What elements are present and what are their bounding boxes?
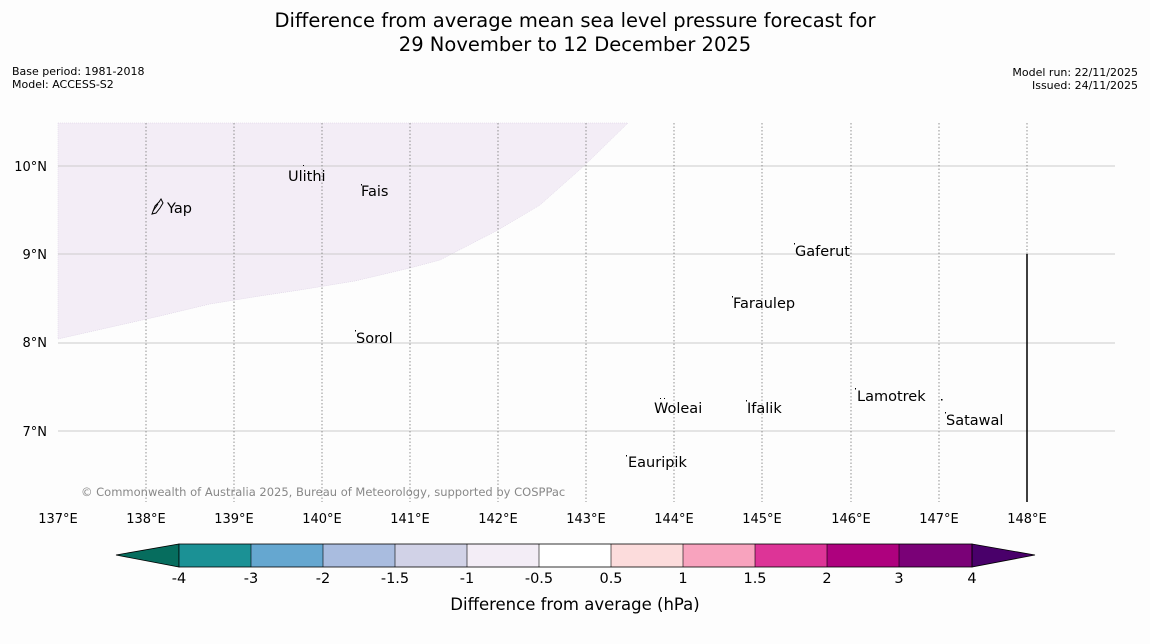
place-label-fais: Fais bbox=[361, 184, 388, 200]
island-dots bbox=[303, 165, 946, 457]
yap-island-shape bbox=[151, 198, 164, 215]
lat-label-8n: 8°N bbox=[23, 336, 48, 351]
colorbar-tick: -3 bbox=[244, 571, 258, 587]
colorbar-cell bbox=[395, 544, 467, 567]
info-left: Base period: 1981-2018 Model: ACCESS-S2 bbox=[12, 65, 144, 91]
model-run-text: Model run: 22/11/2025 bbox=[1012, 66, 1138, 79]
colorbar-ticks: -4 -3 -2 -1.5 -1 -0.5 0.5 1 1.5 2 3 4 bbox=[172, 571, 977, 587]
place-label-woleai: Woleai bbox=[654, 401, 702, 417]
colorbar-outline bbox=[178, 543, 973, 568]
place-label-satawal: Satawal bbox=[946, 413, 1003, 429]
colorbar-tick: -1 bbox=[460, 571, 474, 587]
copyright-text: © Commonwealth of Australia 2025, Bureau… bbox=[81, 485, 565, 499]
place-label-yap: Yap bbox=[166, 201, 192, 217]
lon-label-148e: 148°E bbox=[1007, 512, 1047, 527]
lon-labels: 137°E 138°E 139°E 140°E 141°E 142°E 143°… bbox=[38, 512, 1047, 527]
colorbar-cell bbox=[539, 544, 611, 567]
faraulep-dot bbox=[732, 296, 733, 298]
lon-label-143e: 143°E bbox=[566, 512, 606, 527]
issued-text: Issued: 24/11/2025 bbox=[1031, 79, 1138, 92]
lon-label-137e: 137°E bbox=[38, 512, 78, 527]
colorbar-cell bbox=[899, 544, 972, 567]
colorbar-cell bbox=[251, 544, 323, 567]
lon-label-147e: 147°E bbox=[919, 512, 959, 527]
ifalik-dot bbox=[746, 400, 747, 402]
colorbar-tick: 4 bbox=[967, 571, 976, 587]
colorbar-tick: -1.5 bbox=[381, 571, 409, 587]
ulithi-dot bbox=[303, 165, 304, 166]
lon-label-145e: 145°E bbox=[742, 512, 782, 527]
colorbar-cell bbox=[467, 544, 539, 567]
place-label-sorol: Sorol bbox=[356, 331, 393, 347]
fais-dot bbox=[361, 184, 362, 186]
lon-label-139e: 139°E bbox=[214, 512, 254, 527]
sorol-dot bbox=[355, 330, 356, 332]
model-text: Model: ACCESS-S2 bbox=[12, 78, 114, 91]
colorbar-extend-low bbox=[115, 543, 180, 568]
info-right: Model run: 22/11/2025 Issued: 24/11/2025 bbox=[1012, 66, 1138, 92]
anomaly-shading-region bbox=[57, 122, 629, 340]
lon-label-141e: 141°E bbox=[390, 512, 430, 527]
place-label-ulithi: Ulithi bbox=[288, 169, 326, 185]
woleai-dot-1 bbox=[660, 398, 661, 399]
colorbar-tick: 0.5 bbox=[599, 571, 622, 587]
colorbar-tick: -0.5 bbox=[525, 571, 553, 587]
colorbar-tick: 1 bbox=[678, 571, 687, 587]
lat-label-9n: 9°N bbox=[23, 248, 48, 263]
title-line-2: 29 November to 12 December 2025 bbox=[398, 33, 752, 56]
colorbar: -4 -3 -2 -1.5 -1 -0.5 0.5 1 1.5 2 3 4 Di… bbox=[115, 543, 1036, 614]
colorbar-cell bbox=[179, 544, 251, 567]
colorbar-cell bbox=[755, 544, 827, 567]
yap-island-detail bbox=[152, 203, 159, 212]
colorbar-label: Difference from average (hPa) bbox=[450, 595, 699, 614]
colorbar-tick: 1.5 bbox=[743, 571, 766, 587]
lon-label-140e: 140°E bbox=[302, 512, 342, 527]
colorbar-cell bbox=[323, 544, 395, 567]
colorbar-tick: -4 bbox=[172, 571, 186, 587]
page-title: Difference from average mean sea level p… bbox=[0, 9, 1150, 57]
place-label-faraulep: Faraulep bbox=[733, 296, 795, 312]
lat-label-10n: 10°N bbox=[14, 160, 47, 175]
lat-label-7n: 7°N bbox=[23, 425, 48, 440]
satawal-dot bbox=[945, 412, 946, 414]
place-label-gaferut: Gaferut bbox=[795, 244, 850, 260]
colorbar-extend-high bbox=[971, 543, 1036, 568]
lon-label-138e: 138°E bbox=[126, 512, 166, 527]
elato-dot bbox=[941, 399, 943, 401]
place-label-eauripik: Eauripik bbox=[628, 455, 687, 471]
woleai-dot-2 bbox=[664, 398, 665, 399]
place-labels: Yap Ulithi Fais Gaferut Faraulep Sorol L… bbox=[166, 169, 1003, 471]
gaferut-dot bbox=[794, 243, 795, 245]
colorbar-cell bbox=[683, 544, 755, 567]
colorbar-dividers bbox=[250, 544, 900, 567]
island-shapes bbox=[151, 198, 164, 215]
map-area: Yap Ulithi Fais Gaferut Faraulep Sorol L… bbox=[57, 122, 1115, 502]
lamotrek-dot bbox=[855, 388, 856, 390]
lon-label-142e: 142°E bbox=[478, 512, 518, 527]
lon-label-146e: 146°E bbox=[831, 512, 871, 527]
title-line-1: Difference from average mean sea level p… bbox=[274, 9, 876, 32]
eauripik-dot bbox=[626, 455, 627, 457]
colorbar-cell bbox=[827, 544, 899, 567]
lat-labels: 10°N 9°N 8°N 7°N bbox=[14, 160, 47, 440]
colorbar-tick: 2 bbox=[822, 571, 831, 587]
colorbar-tick: -2 bbox=[316, 571, 330, 587]
place-label-lamotrek: Lamotrek bbox=[857, 389, 926, 405]
place-label-ifalik: Ifalik bbox=[747, 401, 782, 417]
colorbar-tick: 3 bbox=[894, 571, 903, 587]
lon-label-144e: 144°E bbox=[654, 512, 694, 527]
colorbar-cell bbox=[611, 544, 683, 567]
base-period-text: Base period: 1981-2018 bbox=[12, 65, 145, 78]
